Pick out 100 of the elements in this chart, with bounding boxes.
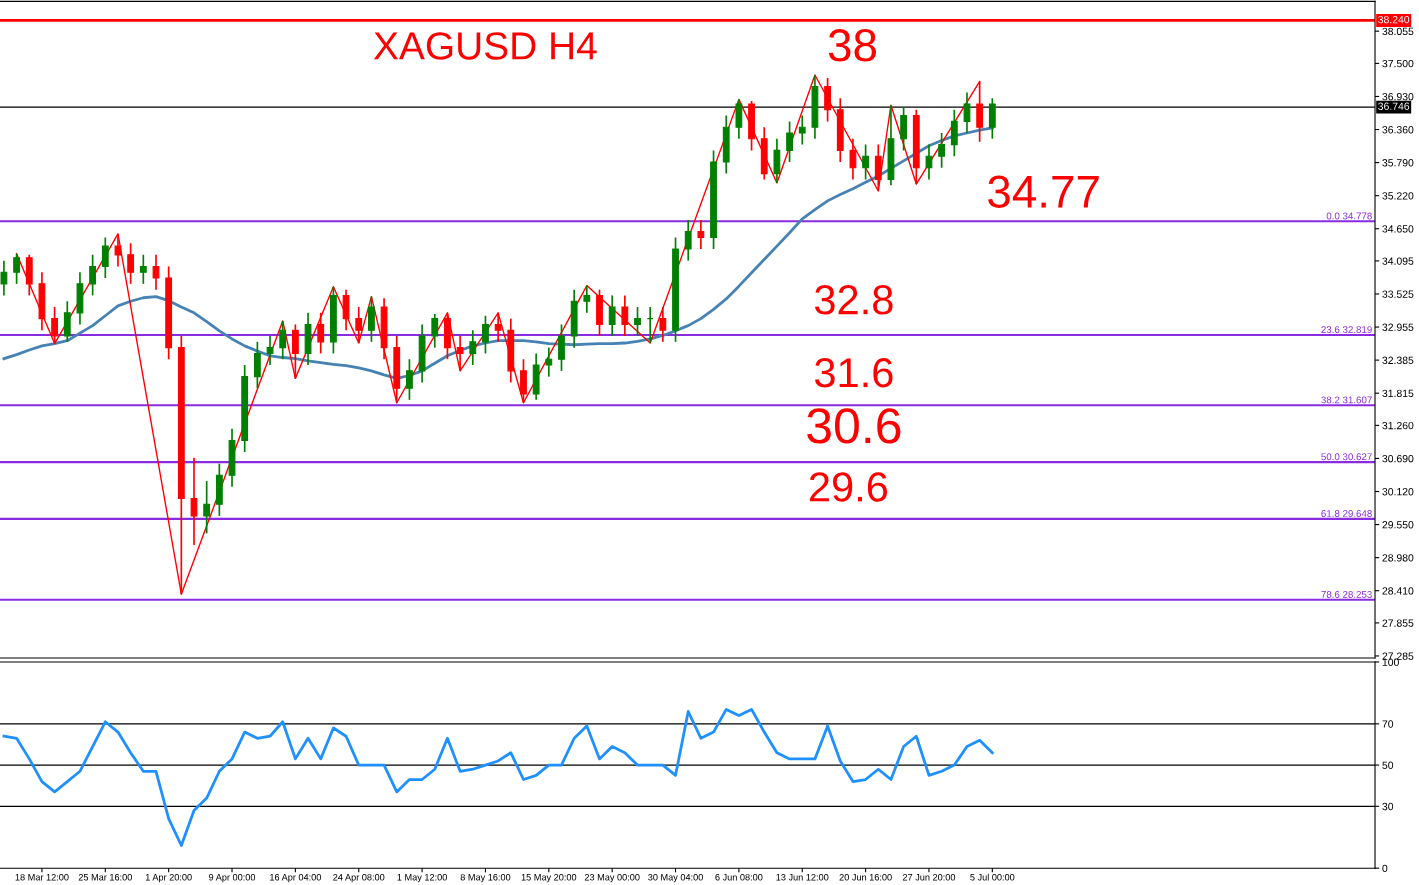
- candlestick: [456, 335, 464, 372]
- candlestick: [355, 306, 363, 344]
- y-tick-label: 36.930: [1382, 92, 1414, 101]
- candlestick: [697, 219, 705, 250]
- candlestick: [494, 312, 502, 343]
- y-tick-label: 29.550: [1382, 521, 1414, 529]
- candlestick: [139, 253, 147, 285]
- x-tick-label: 20 Jun 16:00: [839, 873, 892, 881]
- candlestick: [925, 143, 933, 181]
- candlestick: [266, 335, 274, 366]
- y-tick-label: 0: [1382, 864, 1388, 873]
- ref-line-label: 23.6 32.819: [1321, 326, 1372, 334]
- candlestick: [773, 137, 781, 184]
- candlestick: [368, 295, 375, 343]
- candlestick: [659, 306, 667, 343]
- x-tick-label: 8 May 16:00: [460, 873, 511, 883]
- candlestick: [203, 480, 211, 535]
- ref-line-label: 38.2 31.607: [1321, 396, 1372, 404]
- candlestick: [545, 346, 553, 378]
- candlestick: [520, 358, 527, 404]
- y-tick-label: 28.980: [1382, 554, 1414, 562]
- ref-line-label: 0.0 34.778: [1326, 212, 1372, 220]
- candlestick: [583, 284, 591, 314]
- y-tick-label: 30: [1382, 802, 1394, 811]
- ref-line-label: 38.240: [1378, 15, 1410, 24]
- x-tick-label: 25 Mar 16:00: [78, 873, 132, 881]
- y-tick-label: 27.285: [1382, 652, 1414, 660]
- candlestick: [558, 323, 565, 372]
- candlestick: [684, 219, 692, 262]
- y-tick-label: 31.815: [1382, 389, 1414, 398]
- y-tick-label: 30.120: [1382, 488, 1414, 496]
- candlestick: [963, 91, 971, 134]
- candlestick: [114, 233, 122, 268]
- candlestick: [874, 143, 882, 192]
- candlestick: [63, 300, 71, 343]
- annotation: 34.77: [988, 175, 1099, 209]
- candlestick: [101, 236, 109, 279]
- y-tick-label: 50: [1382, 761, 1394, 769]
- candlestick: [798, 114, 806, 146]
- ref-line-label: 36.746: [1378, 102, 1410, 110]
- y-tick-label: 32.955: [1382, 323, 1414, 331]
- candlestick: [342, 288, 350, 332]
- y-tick-label: 37.500: [1382, 59, 1414, 68]
- candlestick: [89, 253, 97, 297]
- annotation: 30.6: [807, 408, 901, 444]
- candlestick: [253, 341, 261, 390]
- candlestick: [950, 108, 958, 158]
- ref-line-label: 78.6 28.253: [1321, 591, 1372, 598]
- candlestick: [291, 323, 299, 380]
- candlestick: [988, 97, 996, 140]
- y-tick-label: 38.055: [1382, 27, 1414, 36]
- candlestick: [190, 457, 198, 546]
- annotation: 31.6: [814, 357, 893, 388]
- x-tick-label: 16 Apr 04:00: [270, 873, 322, 883]
- x-tick-label: 13 Jun 12:00: [776, 873, 829, 881]
- candlestick: [51, 306, 59, 345]
- candlestick: [279, 320, 287, 361]
- candlestick: [127, 242, 135, 285]
- y-tick-label: 27.855: [1382, 619, 1414, 627]
- y-tick-label: 33.525: [1382, 290, 1414, 298]
- y-tick-label: 35.220: [1382, 192, 1414, 200]
- text: XAGUSD H4: [373, 32, 597, 60]
- candlestick: [482, 314, 489, 355]
- x-tick-label: 15 May 20:00: [521, 873, 577, 883]
- annotation: 38: [828, 29, 877, 62]
- x-tick-label: 1 Apr 20:00: [145, 873, 192, 883]
- x-tick-label: 27 Jun 20:00: [902, 873, 956, 881]
- line-series: [2, 708, 994, 847]
- y-tick-label: 30.690: [1382, 454, 1414, 463]
- candlestick: [469, 329, 477, 366]
- x-tick-label: 24 Apr 08:00: [333, 873, 385, 883]
- x-tick-label: 30 May 04:00: [648, 873, 703, 883]
- candlestick: [317, 312, 325, 355]
- candlestick: [862, 143, 870, 181]
- candlestick: [431, 313, 439, 349]
- candlestick: [900, 106, 908, 152]
- candlestick: [0, 259, 8, 297]
- y-tick-label: 34.095: [1382, 257, 1414, 265]
- y-tick-label: 28.410: [1382, 587, 1414, 595]
- candlestick: [608, 294, 616, 337]
- x-tick-label: 9 Apr 00:00: [209, 873, 256, 883]
- candlestick: [152, 253, 160, 291]
- candlestick: [735, 98, 743, 140]
- y-tick-label: 36.360: [1382, 126, 1414, 134]
- candlestick: [13, 252, 21, 285]
- x-tick-label: 5 Jul 00:00: [970, 873, 1015, 881]
- y-tick-label: 70: [1382, 720, 1394, 728]
- candlestick: [786, 120, 793, 163]
- annotation: 32.8: [814, 285, 893, 315]
- x-tick-label: 1 May 12:00: [397, 873, 447, 883]
- candlestick: [621, 294, 629, 337]
- x-tick-label: 18 Mar 12:00: [15, 873, 69, 881]
- y-tick-label: 34.650: [1382, 225, 1414, 233]
- candlestick: [824, 77, 831, 123]
- ref-line-label: 61.8 29.648: [1321, 510, 1372, 517]
- y-tick-label: 100: [1382, 658, 1399, 666]
- annotation: 29.6: [809, 472, 888, 502]
- ref-line-label: 50.0 30.627: [1321, 453, 1372, 461]
- y-tick-label: 32.385: [1382, 356, 1414, 364]
- candlestick: [634, 306, 641, 337]
